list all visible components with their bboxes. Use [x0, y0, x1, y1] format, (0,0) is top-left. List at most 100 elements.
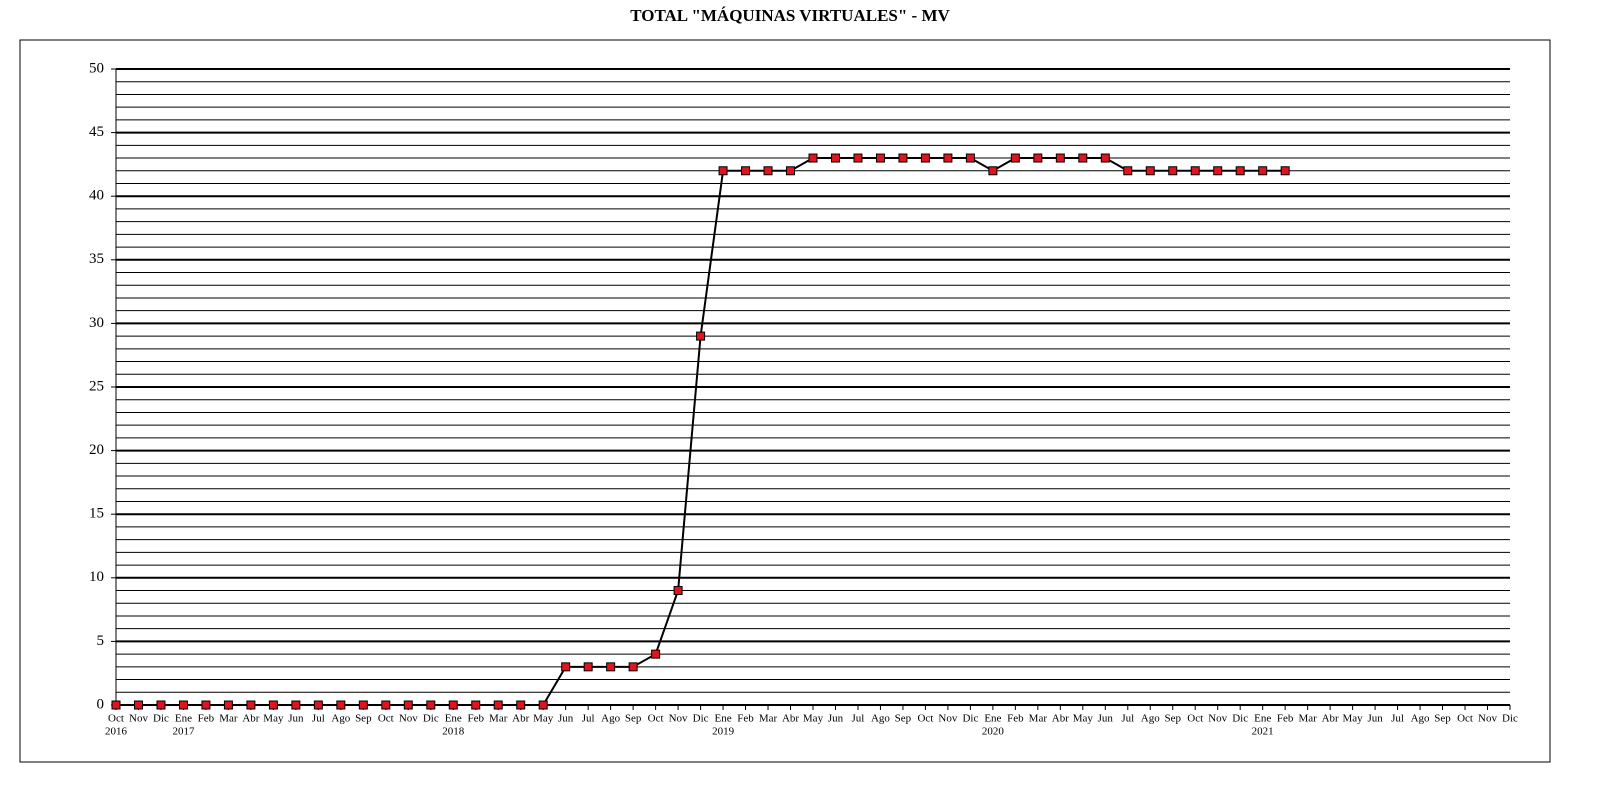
x-tick-label: Dic: [1232, 713, 1248, 725]
x-tick-label: Mar: [1029, 713, 1048, 725]
data-point: [358, 700, 368, 710]
x-tick-label: Abr: [782, 713, 799, 725]
x-tick-label: Mar: [759, 713, 778, 725]
chart-title: TOTAL "MÁQUINAS VIRTUALES" - MV: [630, 6, 950, 25]
x-tick-label: Dic: [153, 713, 169, 725]
data-point: [853, 153, 863, 163]
x-year-label: 2019: [712, 726, 735, 738]
data-point: [403, 700, 413, 710]
x-tick-label: Feb: [737, 713, 754, 725]
x-tick-label: Sep: [1434, 713, 1451, 725]
x-tick-label: Abr: [1322, 713, 1339, 725]
x-tick-label: Ago: [601, 713, 620, 725]
data-point: [696, 331, 706, 341]
data-point: [493, 700, 503, 710]
y-tick-label: 50: [89, 60, 104, 76]
data-point: [201, 700, 211, 710]
y-tick-label: 15: [89, 506, 104, 522]
x-year-label: 2016: [105, 726, 128, 738]
data-line: [116, 157, 1286, 706]
y-tick-label: 10: [89, 569, 104, 585]
x-tick-label: Nov: [1208, 713, 1227, 725]
x-tick-label: Oct: [917, 713, 933, 725]
x-tick-label: Dic: [1502, 713, 1518, 725]
data-point: [830, 153, 840, 163]
data-point: [1078, 153, 1088, 163]
data-point: [516, 700, 526, 710]
y-tick-label: 25: [89, 378, 104, 394]
x-tick-label: Jun: [828, 713, 844, 725]
x-tick-label: May: [803, 713, 824, 725]
x-tick-label: Sep: [355, 713, 372, 725]
x-tick-label: Jul: [1391, 713, 1404, 725]
data-point: [133, 700, 143, 710]
x-tick-label: Feb: [467, 713, 484, 725]
x-tick-label: May: [533, 713, 554, 725]
x-tick-label: Nov: [129, 713, 148, 725]
x-tick-label: Abr: [1052, 713, 1069, 725]
data-point: [943, 153, 953, 163]
x-tick-label: May: [1343, 713, 1364, 725]
x-tick-label: Ene: [715, 713, 732, 725]
data-point: [965, 153, 975, 163]
data-point: [1033, 153, 1043, 163]
x-tick-label: May: [263, 713, 284, 725]
x-tick-label: Oct: [108, 713, 124, 725]
data-point: [1280, 166, 1290, 176]
x-tick-label: Ago: [1141, 713, 1160, 725]
data-point: [988, 166, 998, 176]
x-tick-label: Jul: [582, 713, 595, 725]
x-tick-label: Nov: [669, 713, 688, 725]
x-tick-label: Dic: [423, 713, 439, 725]
x-tick-label: Jul: [852, 713, 865, 725]
x-tick-label: Mar: [489, 713, 508, 725]
x-tick-label: Ago: [1411, 713, 1430, 725]
data-point: [1100, 153, 1110, 163]
x-tick-label: May: [1073, 713, 1094, 725]
data-point: [673, 586, 683, 596]
data-point: [336, 700, 346, 710]
y-tick-label: 5: [97, 633, 105, 649]
data-point: [448, 700, 458, 710]
data-point: [583, 662, 593, 672]
data-point: [111, 700, 121, 710]
x-tick-label: Dic: [962, 713, 978, 725]
data-point: [538, 700, 548, 710]
data-point: [741, 166, 751, 176]
data-point: [1010, 153, 1020, 163]
data-point: [1055, 153, 1065, 163]
x-year-label: 2017: [172, 726, 195, 738]
data-point: [313, 700, 323, 710]
data-point: [808, 153, 818, 163]
y-tick-label: 40: [89, 188, 104, 204]
x-tick-label: Jun: [558, 713, 574, 725]
x-tick-label: Mar: [219, 713, 238, 725]
data-point: [786, 166, 796, 176]
x-tick-label: Jun: [288, 713, 304, 725]
x-tick-label: Ene: [984, 713, 1001, 725]
x-tick-label: Oct: [648, 713, 664, 725]
x-tick-label: Nov: [399, 713, 418, 725]
chart-frame: [19, 39, 1551, 763]
y-tick-label: 35: [89, 251, 104, 267]
data-point: [628, 662, 638, 672]
data-point: [1123, 166, 1133, 176]
data-point: [1235, 166, 1245, 176]
data-point: [920, 153, 930, 163]
x-tick-label: Ene: [1254, 713, 1271, 725]
x-tick-label: Sep: [895, 713, 912, 725]
data-point: [1190, 166, 1200, 176]
x-tick-label: Nov: [1478, 713, 1497, 725]
data-point: [1258, 166, 1268, 176]
data-point: [178, 700, 188, 710]
x-tick-label: Oct: [1457, 713, 1473, 725]
data-point: [1145, 166, 1155, 176]
y-tick-label: 30: [89, 315, 104, 331]
x-tick-label: Nov: [938, 713, 957, 725]
x-year-label: 2021: [1252, 726, 1274, 738]
x-tick-label: Ago: [871, 713, 890, 725]
data-point: [426, 700, 436, 710]
data-point: [898, 153, 908, 163]
x-tick-label: Sep: [625, 713, 642, 725]
x-tick-label: Feb: [1007, 713, 1024, 725]
